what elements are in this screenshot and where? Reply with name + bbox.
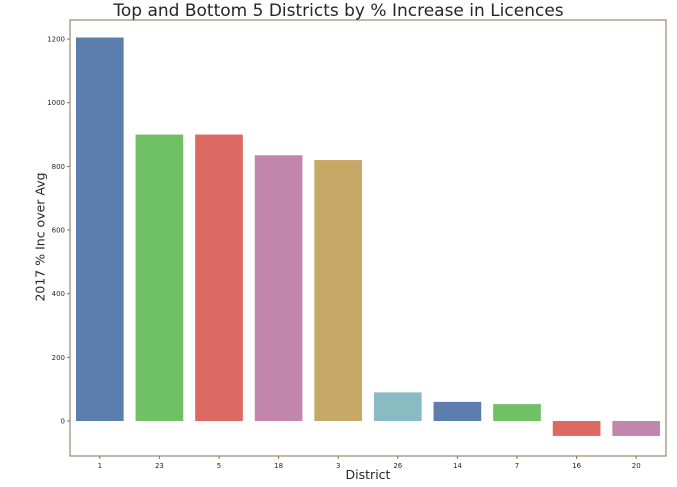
bar-district-20	[612, 420, 661, 436]
chart-title: Top and Bottom 5 Districts by % Increase…	[113, 1, 564, 21]
bar-district-26	[373, 392, 422, 421]
y-tick-label: 200	[52, 354, 65, 362]
x-tick-label: 1	[98, 462, 102, 470]
y-tick-label: 400	[52, 290, 65, 298]
x-tick-label: 20	[632, 462, 641, 470]
y-tick-label: 600	[52, 227, 65, 235]
bar-district-1	[75, 37, 124, 421]
x-tick-label: 23	[155, 462, 164, 470]
x-tick-label: 7	[515, 462, 519, 470]
x-tick-label: 3	[336, 462, 340, 470]
bar-district-23	[135, 134, 184, 421]
x-tick-label: 18	[274, 462, 283, 470]
bar-district-3	[314, 160, 363, 421]
y-tick-label: 1200	[47, 36, 65, 44]
y-tick-label: 0	[61, 417, 65, 425]
x-tick-label: 26	[393, 462, 402, 470]
x-tick-label: 14	[453, 462, 462, 470]
bar-district-18	[254, 155, 303, 421]
bar-district-16	[552, 420, 601, 436]
bar-district-5	[195, 134, 243, 421]
x-ticks-group: 1 23 5 18 3 26 14 7 16 20	[98, 456, 641, 470]
y-tick-label: 1000	[47, 99, 65, 107]
y-ticks-group: 0 200 400 600 800 1000 1200	[47, 36, 70, 425]
x-tick-label: 5	[217, 462, 221, 470]
x-tick-label: 16	[572, 462, 581, 470]
bar-district-7	[493, 404, 541, 421]
y-tick-label: 800	[52, 163, 65, 171]
bar-district-14	[433, 401, 482, 421]
x-axis-label: District	[345, 467, 391, 482]
bars-group	[75, 37, 661, 436]
